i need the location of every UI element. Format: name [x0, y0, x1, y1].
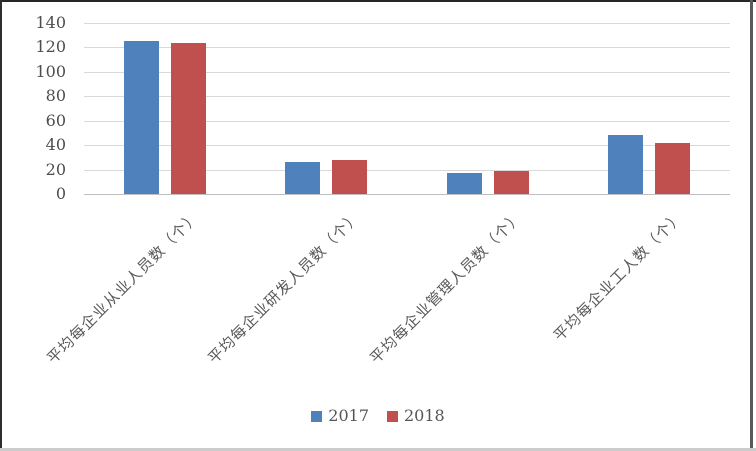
bar-2018-category-1	[332, 160, 368, 194]
screenshot-right-border	[750, 0, 753, 451]
x-axis-label-text-3: 平均每企业工人数（个）	[550, 207, 688, 345]
x-axis-label-text-2: 平均每企业管理人员数（个）	[366, 207, 526, 368]
y-tick-label-140: 140	[35, 13, 66, 32]
legend-label-2017: 2017	[328, 406, 369, 425]
bar-2017-category-1	[285, 161, 321, 194]
y-tick-label-120: 120	[35, 37, 66, 57]
screenshot-left-border	[0, 0, 2, 451]
x-axis-line	[84, 194, 730, 195]
legend-item-2017: 2017	[311, 407, 369, 425]
legend-label-2018: 2018	[404, 406, 445, 425]
bar-2017-category-3	[608, 135, 644, 194]
gridline-60	[84, 120, 730, 122]
gridline-40	[84, 145, 730, 147]
y-tick-label-60: 60	[45, 110, 66, 130]
chart-legend: 2017 2018	[0, 407, 756, 425]
gridline-120	[84, 47, 730, 49]
y-tick-label-80: 80	[45, 86, 66, 106]
bar-2018-category-2	[493, 171, 529, 194]
x-axis-label-text-1: 平均每企业研发人员数（个）	[204, 207, 365, 368]
x-axis-label-text-0: 平均每企业从业人员数（个）	[43, 207, 203, 368]
gridline-80	[84, 96, 730, 98]
y-tick-label-0: 0	[55, 184, 66, 203]
legend-swatch-2018	[387, 410, 398, 422]
gridline-140	[84, 23, 730, 24]
gridline-20	[84, 169, 730, 171]
bar-2018-category-0	[170, 43, 206, 194]
y-tick-label-20: 20	[45, 159, 66, 179]
y-tick-label-100: 100	[35, 61, 66, 81]
screenshot-bottom-border	[0, 448, 756, 451]
bar-2017-category-2	[446, 172, 482, 194]
legend-item-2018: 2018	[387, 407, 445, 425]
y-tick-label-40: 40	[45, 135, 66, 155]
gridline-100	[84, 71, 730, 73]
legend-swatch-2017	[311, 410, 323, 422]
screenshot-top-border	[0, 0, 756, 2]
bar-2018-category-3	[655, 142, 691, 194]
bar-2017-category-0	[123, 41, 159, 194]
